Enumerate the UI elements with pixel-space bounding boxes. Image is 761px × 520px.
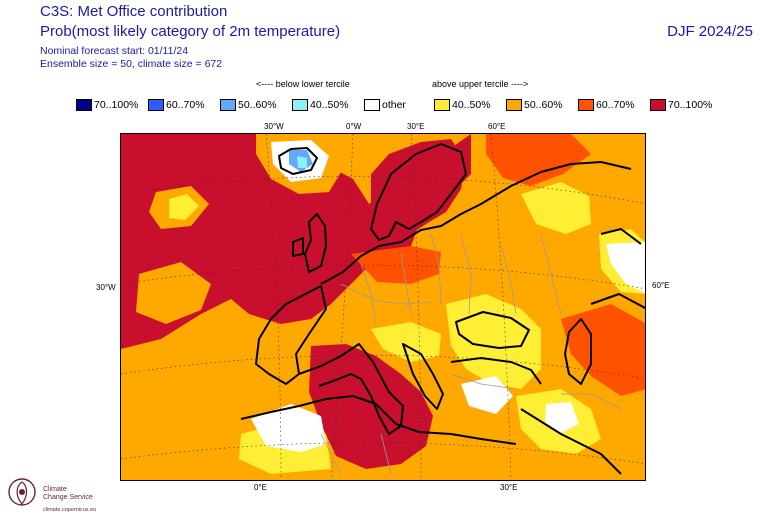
brand-url[interactable]: climate.copernicus.eu [43, 507, 97, 513]
region-central-darkorange [351, 246, 441, 284]
region-scandinavia-red [371, 139, 466, 238]
legend-item-other: other [364, 99, 406, 111]
region-sahara-white [251, 404, 326, 452]
title-line-1: C3S: Met Office contribution [40, 3, 228, 20]
legend-label: 70..100% [94, 99, 139, 111]
copernicus-logo [8, 478, 36, 506]
region-iceland-cyan [297, 156, 307, 168]
legend-swatch [506, 99, 522, 111]
legend-swatch [364, 99, 380, 111]
region-med-red [309, 344, 433, 469]
top-lon-label: 30°E [407, 122, 425, 131]
legend-item-above-70-100: 70..100% [650, 99, 712, 111]
ensemble-size: Ensemble size = 50, climate size = 672 [40, 58, 223, 70]
legend-label: 70..100% [668, 99, 713, 111]
graticule [121, 134, 645, 480]
region-ne-darkorange [486, 134, 591, 186]
map-canvas [121, 134, 645, 480]
legend-item-above-60-70: 60..70% [578, 99, 635, 111]
season-label: DJF 2024/25 [667, 23, 753, 40]
top-lon-label: 0°W [346, 122, 362, 131]
legend: 70..100% 60..70% 50..60% 40..50% other 4… [0, 99, 761, 115]
region-levant-white [545, 402, 579, 434]
legend-label: 50..60% [238, 99, 277, 111]
legend-item-below-60-70: 60..70% [148, 99, 205, 111]
country-borders [320, 233, 622, 475]
left-lon-label: 30°W [96, 283, 116, 292]
title-line-2: Prob(most likely category of 2m temperat… [40, 23, 341, 40]
coastlines [240, 143, 645, 475]
region-east-darkorange [561, 304, 645, 396]
legend-swatch [148, 99, 164, 111]
legend-item-above-50-60: 50..60% [506, 99, 563, 111]
legend-label: 60..70% [166, 99, 205, 111]
region-atlantic-yellow [169, 194, 199, 220]
legend-label: 50..60% [524, 99, 563, 111]
bottom-lon-label: 30°E [500, 483, 518, 492]
region-nyellow [521, 182, 591, 234]
legend-swatch [220, 99, 236, 111]
legend-item-below-70-100: 70..100% [76, 99, 138, 111]
legend-swatch [76, 99, 92, 111]
region-east-white [606, 242, 645, 294]
forecast-start: Nominal forecast start: 01/11/24 [40, 45, 189, 57]
legend-swatch [434, 99, 450, 111]
legend-swatch [650, 99, 666, 111]
legend-swatch [578, 99, 594, 111]
right-lon-label: 60°E [652, 281, 670, 290]
legend-item-below-50-60: 50..60% [220, 99, 277, 111]
brand-line-2: Change Service [43, 494, 93, 501]
legend-item-below-40-50: 40..50% [292, 99, 349, 111]
region-russia-white [461, 376, 513, 414]
above-tercile-label: above upper tercile ----> [432, 79, 529, 89]
top-lon-label: 30°W [264, 122, 284, 131]
brand-line-1: Climate [43, 486, 67, 493]
region-balkan-yellow [371, 322, 441, 362]
bottom-lon-label: 0°E [254, 483, 267, 492]
legend-label: other [382, 99, 406, 111]
forecast-map [120, 133, 646, 481]
legend-label: 40..50% [310, 99, 349, 111]
legend-label: 40..50% [452, 99, 491, 111]
top-lon-label: 60°E [488, 122, 506, 131]
legend-item-above-40-50: 40..50% [434, 99, 491, 111]
below-tercile-label: <---- below lower tercile [256, 79, 350, 89]
legend-swatch [292, 99, 308, 111]
legend-label: 60..70% [596, 99, 635, 111]
region-atlantic-orange [136, 262, 211, 324]
